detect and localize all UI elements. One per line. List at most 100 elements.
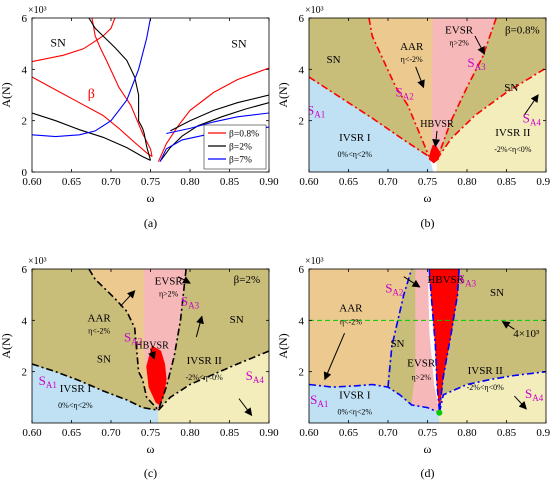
direction-arrow <box>403 276 421 288</box>
x-tick-label: 0.60 <box>22 427 42 439</box>
x-axis-label: ω <box>147 442 155 456</box>
x-tick-label: 0.60 <box>22 176 42 188</box>
chart-panel-c: β=2% AAR η<-2% EVSR η>2% SN SN HBVSR IVSR I 0%<η<… <box>0 256 279 480</box>
x-tick-label: 0.75 <box>141 427 161 439</box>
region-label: η<-2% <box>340 318 362 327</box>
x-tick-label: 0.85 <box>497 427 517 439</box>
series-line-1 <box>88 18 152 161</box>
x-tick-label: 0.80 <box>180 176 200 188</box>
boundary-curve-label-subscript: A2 <box>392 288 403 298</box>
region-label: η<-2% <box>401 55 423 64</box>
plot-annotation: β <box>88 87 95 102</box>
plot-annotation: SN <box>231 37 247 51</box>
legend-box <box>203 124 267 170</box>
stability-boundary <box>438 269 460 411</box>
boundary-curve-label-subscript: A2 <box>131 336 142 346</box>
y-axis-label: A(N) <box>0 82 13 107</box>
y-tick-label: 0 <box>22 167 28 179</box>
boundary-curve-label-subscript: A2 <box>403 92 414 102</box>
legend-label: β=0.8% <box>229 130 259 140</box>
region-label: -2%<η<0% <box>494 145 532 154</box>
boundary-curve-label-subscript: A1 <box>46 380 57 390</box>
direction-arrow <box>195 315 204 338</box>
x-tick-label: 0.65 <box>62 176 82 188</box>
region-label: 0%<η<2% <box>338 150 373 159</box>
region-label: η<-2% <box>88 327 110 336</box>
y-tick-label: 2 <box>22 367 28 379</box>
region-label: SN <box>504 82 518 94</box>
legend-label: β=2% <box>229 143 252 153</box>
y-axis-multiplier: ×10³ <box>28 256 47 267</box>
stability-boundary <box>88 269 159 411</box>
chart-panel-b: β=0.8% SN AAR η<-2% EVSR η>2% SN HBVSR IVSR I 0%<… <box>276 5 550 230</box>
x-tick-label: 0.75 <box>418 176 438 188</box>
plot-area: β=0.8% SN AAR η<-2% EVSR η>2% SN HBVSR IVSR I 0%<… <box>309 18 546 172</box>
x-tick-label: 0.65 <box>62 427 82 439</box>
region-label: IVSR I <box>339 390 371 402</box>
boundary-curve-label-subscript: A1 <box>314 110 325 120</box>
region-label: SN <box>326 54 340 66</box>
x-axis-label: ω <box>147 191 155 205</box>
x-tick-label: 0.60 <box>299 176 319 188</box>
boundary-curve-label-subscript: A3 <box>188 300 199 310</box>
x-tick-label: 0.90 <box>536 427 550 439</box>
x-tick-label: 0.70 <box>378 176 398 188</box>
stability-boundary <box>32 363 159 411</box>
direction-arrow <box>148 348 156 360</box>
bifurcation-point-marker <box>436 409 443 416</box>
x-tick-label: 0.75 <box>141 176 161 188</box>
region-label: HBVSR <box>135 340 169 351</box>
stability-boundary <box>157 269 187 411</box>
stability-boundary <box>438 370 546 413</box>
y-tick-label: 2 <box>22 116 28 128</box>
region-label: AAR <box>88 313 112 325</box>
direction-arrow <box>177 276 191 284</box>
region-label: β=2% <box>234 274 260 286</box>
region-label: -2%<η<0% <box>186 373 224 382</box>
series-line-1 <box>170 94 269 132</box>
x-tick-label: 0.90 <box>259 427 279 439</box>
y-axis-label: A(N) <box>0 333 13 358</box>
direction-arrow <box>501 321 515 330</box>
region-label: SN <box>490 287 504 299</box>
x-tick-label: 0.75 <box>418 427 438 439</box>
region-label: AAR <box>339 302 363 314</box>
direction-arrow <box>323 332 346 381</box>
plot-area: SN SN β <box>32 18 269 162</box>
plot-annotation: SN <box>50 35 66 49</box>
x-tick-label: 0.70 <box>101 427 121 439</box>
boundary-curve-label-subscript: A4 <box>532 393 543 403</box>
region-label: β=0.8% <box>505 24 540 36</box>
series-line-1 <box>32 112 151 161</box>
series-line-0 <box>32 76 153 158</box>
stability-boundary <box>428 269 441 411</box>
y-tick-label: 4 <box>22 315 28 327</box>
x-tick-label: 0.80 <box>457 427 477 439</box>
region-label: EVSR <box>155 275 184 287</box>
boundary-curve-label-subscript: A3 <box>475 62 486 72</box>
region-label: HBVSR <box>420 119 454 130</box>
direction-arrow <box>432 130 441 148</box>
x-tick-label: 0.85 <box>220 176 240 188</box>
series-line-0 <box>91 18 153 157</box>
region-label: EVSR <box>407 357 436 369</box>
y-tick-label: 4 <box>299 64 305 76</box>
x-tick-label: 0.90 <box>259 176 279 188</box>
y-tick-label: 4 <box>299 315 305 327</box>
series-line-2 <box>166 112 269 135</box>
direction-arrow <box>474 35 485 55</box>
region-label: 0%<η<2% <box>338 408 373 417</box>
chart-panel-a: SN SN β 0.60 0.65 0.70 0.75 0.80 0.85 0.90 0 2 4 6×10… <box>0 5 279 230</box>
panel-caption: (c) <box>144 466 157 480</box>
x-tick-label: 0.65 <box>339 427 359 439</box>
series-line-0 <box>32 18 116 63</box>
boundary-curve-label-subscript: A4 <box>253 375 264 385</box>
region-label: EVSR <box>445 24 474 36</box>
region-label: SN <box>230 314 244 326</box>
x-tick-label: 0.80 <box>457 176 477 188</box>
panel-caption: (b) <box>421 216 435 230</box>
direction-arrow <box>514 395 527 410</box>
stability-boundary <box>436 67 546 160</box>
